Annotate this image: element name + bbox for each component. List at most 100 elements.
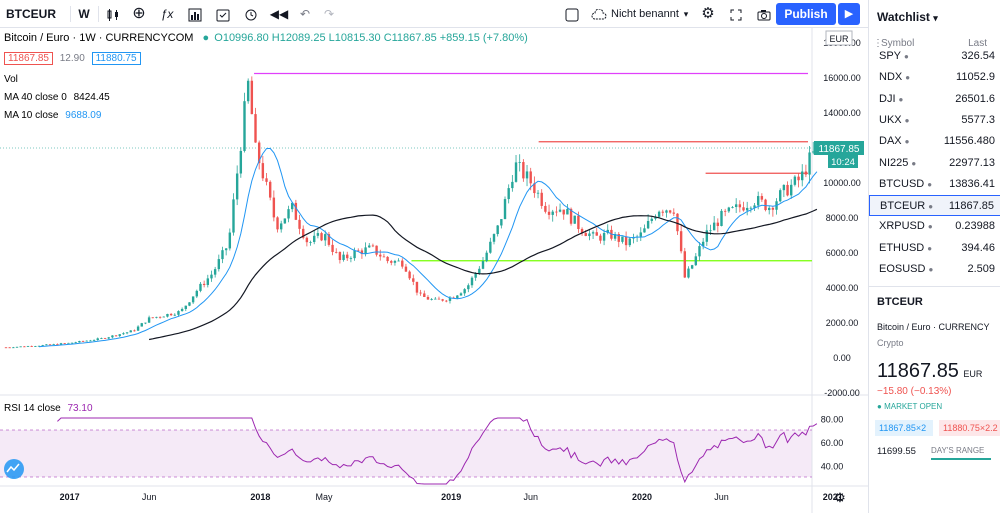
candle (224, 248, 228, 251)
watchlist-symbol: DAX ● (879, 135, 910, 148)
publish-button[interactable]: Publish (776, 3, 836, 25)
currency-badge[interactable] (825, 30, 853, 46)
watchlist-symbol: NI225 ● (879, 156, 917, 169)
candle (423, 293, 426, 297)
candle (360, 250, 364, 255)
candle (705, 230, 709, 242)
candle (540, 192, 543, 206)
chart-area[interactable]: 18000.0016000.0014000.0012000.0010000.00… (0, 28, 868, 513)
candle (59, 343, 63, 345)
select-checkbox[interactable] (564, 0, 580, 28)
candle (195, 290, 198, 297)
status-dot-icon: ● (904, 115, 910, 125)
legend-title-row: Bitcoin / Euro · 1W · CURRENCYCOM ● O109… (4, 32, 528, 44)
candle (646, 220, 650, 229)
watchlist-row[interactable]: DAX ● 11556.480 (869, 131, 1000, 152)
candle (313, 235, 316, 242)
symbol-search[interactable]: BTCEUR (6, 7, 56, 21)
watchlist-row[interactable]: NI225 ● 22977.13 (869, 153, 1000, 174)
candle (694, 256, 698, 266)
candle (357, 250, 360, 252)
alert-icon[interactable] (240, 0, 262, 28)
watchlist-row[interactable]: XRPUSD ● 0.23988 (869, 216, 1000, 237)
redo-icon[interactable]: ↷ (323, 7, 335, 21)
undo-icon[interactable]: ↶ (299, 7, 311, 21)
candle (661, 211, 664, 213)
candle (639, 232, 642, 237)
bid-button[interactable]: 11867.85 (4, 52, 53, 65)
candle (522, 162, 525, 179)
candle (243, 101, 246, 151)
settings-gear-icon[interactable]: ⚙ (701, 5, 715, 22)
play-icon[interactable]: ▶ (838, 3, 860, 25)
rsi-tick: 80.00 (821, 414, 844, 424)
fullscreen-icon[interactable] (726, 0, 746, 28)
details-bid-button[interactable]: 11867.85×2 (875, 420, 933, 436)
candle (665, 210, 668, 213)
price-tick: 2000.00 (826, 318, 859, 328)
watchlist-row[interactable]: BTCUSD ● 13836.41 (869, 174, 1000, 195)
vol-label[interactable]: Vol (4, 74, 18, 85)
ma10-legend[interactable]: MA 10 close 9688.09 (4, 110, 101, 121)
candle (353, 250, 356, 259)
candle (140, 323, 143, 327)
watchlist-row[interactable]: ETHUSD ● 394.46 (869, 238, 1000, 259)
candle (19, 346, 22, 348)
financials-icon[interactable] (184, 0, 206, 28)
candle (235, 173, 239, 200)
candle (712, 222, 716, 231)
camera-icon[interactable] (754, 0, 774, 28)
days-low: 11699.55 (877, 446, 916, 457)
watchlist-last: 0.23988 (955, 220, 995, 233)
ma40-legend[interactable]: MA 40 close 0 8424.45 (4, 92, 110, 103)
candle (188, 302, 191, 306)
legend-title[interactable]: Bitcoin / Euro · 1W · CURRENCYCOM (4, 32, 194, 44)
watchlist-row[interactable]: UKX ● 5577.3 (869, 110, 1000, 131)
candle (202, 283, 206, 285)
chart-type-icon[interactable] (102, 0, 124, 28)
candle (327, 234, 331, 245)
axis-settings-icon[interactable]: ⚙ (834, 490, 846, 505)
watchlist-row[interactable]: NDX ● 11052.9 (869, 67, 1000, 88)
replay-icon[interactable]: ◀◀ (269, 7, 289, 21)
candle (386, 256, 389, 262)
candle (136, 326, 140, 331)
watchlist-row[interactable]: SPY ● 326.54 (869, 46, 1000, 67)
watchlist-title[interactable]: Watchlist ▾ (877, 10, 938, 24)
layout-name[interactable]: Nicht benannt (611, 8, 679, 20)
status-dot-icon: ● (928, 265, 934, 274)
price-tick: 0.00 (833, 353, 851, 363)
candle (668, 210, 672, 213)
candle (489, 241, 492, 253)
interval-button[interactable]: W (78, 7, 90, 21)
bid-ask-row: 11867.85 12.90 11880.75 (4, 52, 141, 65)
candle (331, 244, 334, 252)
watchlist-row[interactable]: DJI ● 26501.6 (869, 89, 1000, 110)
chevron-down-icon: ▾ (933, 13, 938, 23)
details-price-row: 11867.85 EUR (877, 360, 982, 383)
indicators-icon[interactable]: ƒx (160, 7, 174, 21)
candle (470, 277, 474, 286)
ma10-legend-label: MA 10 close (4, 110, 59, 121)
currency-label: EUR (829, 34, 849, 44)
candle (206, 278, 210, 285)
candle (643, 228, 646, 233)
chevron-down-icon[interactable]: ▾ (683, 9, 689, 19)
ma10-legend-value: 9688.09 (65, 110, 102, 121)
candle (133, 330, 136, 332)
candle (324, 234, 327, 241)
candle (687, 268, 690, 278)
candle (481, 261, 485, 269)
ask-button[interactable]: 11880.75 (91, 52, 141, 65)
rsi-legend[interactable]: RSI 14 close 73.10 (4, 403, 93, 414)
templates-icon[interactable] (212, 0, 234, 28)
watchlist-row[interactable]: BTCEUR ● 11867.85 (869, 195, 1000, 217)
watchlist-row[interactable]: EOSUSD ● 2.509 (869, 259, 1000, 280)
price-chart[interactable]: 18000.0016000.0014000.0012000.0010000.00… (0, 28, 868, 513)
details-ask-button[interactable]: 11880.75×2.2 (939, 420, 1000, 436)
watchlist-symbol: DJI ● (879, 92, 904, 105)
last-price-tag (814, 141, 864, 155)
candle (162, 316, 165, 318)
candle (467, 285, 470, 290)
compare-icon[interactable]: ⊕ (132, 5, 146, 22)
